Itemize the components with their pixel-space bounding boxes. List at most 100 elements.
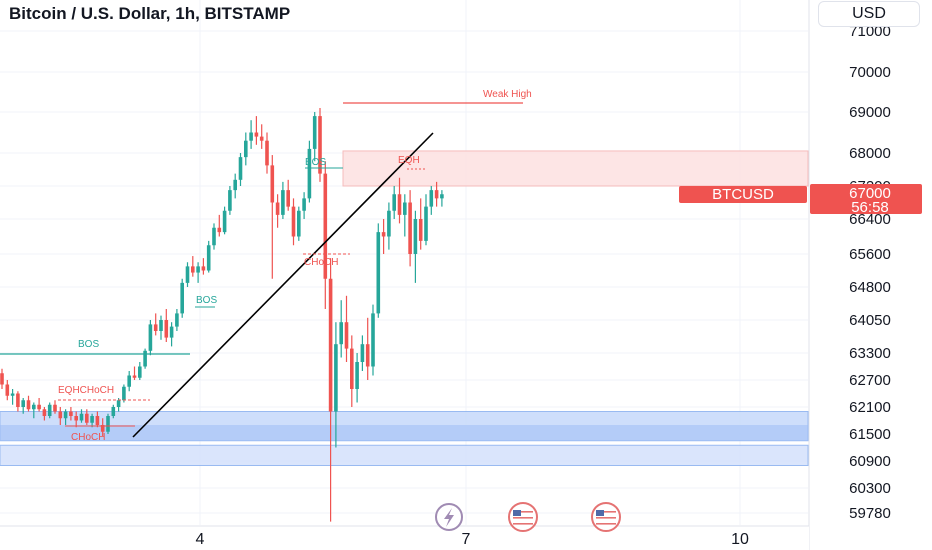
- candle-body: [127, 375, 131, 387]
- candle: [323, 161, 328, 309]
- candle: [132, 366, 137, 380]
- price-axis-bg: [809, 0, 932, 550]
- price-axis[interactable]: 7100070000690006800067200664006560064800…: [808, 0, 932, 550]
- price-tick: 71000: [849, 23, 891, 40]
- candle-body: [53, 404, 57, 412]
- candle-body: [222, 210, 227, 233]
- candle-body: [318, 116, 322, 174]
- candle: [169, 322, 174, 347]
- candle: [275, 194, 280, 228]
- candle-body: [413, 219, 418, 254]
- candle-body: [196, 266, 200, 273]
- candle-body: [90, 416, 94, 423]
- us-flag-icon[interactable]: [508, 502, 538, 532]
- candle: [397, 177, 402, 224]
- candle-body: [132, 375, 137, 378]
- candle: [111, 404, 116, 419]
- candle: [127, 371, 131, 392]
- candle-body: [95, 416, 100, 425]
- candle-body: [376, 232, 381, 314]
- candle-body: [286, 190, 290, 207]
- price-tick: 64800: [849, 279, 891, 296]
- choch-label: CHoCH: [304, 257, 338, 268]
- eqh-label: EQH: [398, 155, 420, 166]
- candle: [228, 186, 232, 215]
- candle-body: [418, 219, 423, 241]
- candle-body: [164, 320, 169, 338]
- candle: [85, 409, 89, 425]
- candle: [143, 348, 147, 369]
- candle: [339, 300, 343, 358]
- price-tick: 68000: [849, 145, 891, 162]
- chart-title: Bitcoin / U.S. Dollar, 1h, BITSTAMP: [9, 4, 290, 23]
- candle-body: [122, 386, 126, 401]
- candle-body: [32, 404, 36, 410]
- choch-bottom-label: CHoCH: [71, 432, 105, 443]
- candle-body: [249, 132, 253, 141]
- us-flag-icon[interactable]: [591, 502, 621, 532]
- candle: [69, 407, 73, 421]
- last-price: 67000: [849, 185, 891, 202]
- candle: [191, 256, 195, 277]
- zones: [0, 150, 809, 466]
- candle: [16, 391, 20, 412]
- candle: [307, 140, 312, 203]
- candle-body: [63, 411, 68, 419]
- candle-body: [212, 227, 216, 246]
- candle: [47, 402, 52, 419]
- lightning-icon[interactable]: [435, 503, 463, 531]
- candle: [381, 219, 386, 254]
- event-icons[interactable]: [435, 502, 621, 532]
- candle-body: [69, 411, 73, 416]
- candle: [74, 411, 78, 428]
- candle: [222, 206, 227, 235]
- candle: [302, 192, 306, 219]
- candle-body: [10, 393, 15, 396]
- candle-body: [116, 400, 121, 407]
- candle: [281, 181, 285, 219]
- candle: [217, 214, 222, 237]
- candle: [424, 194, 428, 246]
- candle: [365, 317, 370, 380]
- candle-body: [206, 245, 211, 271]
- candle: [233, 173, 237, 199]
- candle-body: [259, 136, 264, 141]
- candle: [297, 206, 301, 241]
- time-tick: 7: [462, 531, 471, 548]
- candle: [21, 398, 25, 414]
- candle-body: [365, 344, 370, 367]
- candle: [350, 335, 354, 407]
- time-axis[interactable]: 4 7 10: [0, 525, 809, 550]
- candle-body: [169, 326, 174, 338]
- candle-body: [344, 322, 349, 349]
- candle: [387, 202, 391, 250]
- zone-demand-2: [0, 444, 809, 466]
- candle-body: [387, 210, 391, 237]
- candle: [185, 262, 190, 287]
- candle-body: [26, 400, 31, 410]
- candle-body: [334, 344, 338, 412]
- candle: [95, 411, 100, 428]
- candle-body: [355, 362, 359, 389]
- symbol-tag: BTCUSD: [712, 186, 774, 203]
- candle-body: [254, 132, 259, 137]
- time-tick: 4: [196, 531, 205, 548]
- candle-body: [85, 413, 89, 423]
- candle: [392, 186, 396, 219]
- candle-body: [148, 324, 153, 351]
- candle: [403, 194, 407, 237]
- candle-body: [397, 194, 402, 215]
- currency-button[interactable]: USD: [818, 1, 920, 27]
- candle: [164, 309, 169, 342]
- candle-body: [424, 206, 428, 241]
- candle-body: [440, 194, 444, 199]
- candle: [212, 223, 216, 250]
- candle-body: [217, 227, 222, 233]
- candle: [175, 309, 179, 331]
- candle: [159, 315, 163, 340]
- candle: [79, 409, 84, 423]
- candle-body: [307, 148, 312, 199]
- zone-supply: [342, 150, 809, 187]
